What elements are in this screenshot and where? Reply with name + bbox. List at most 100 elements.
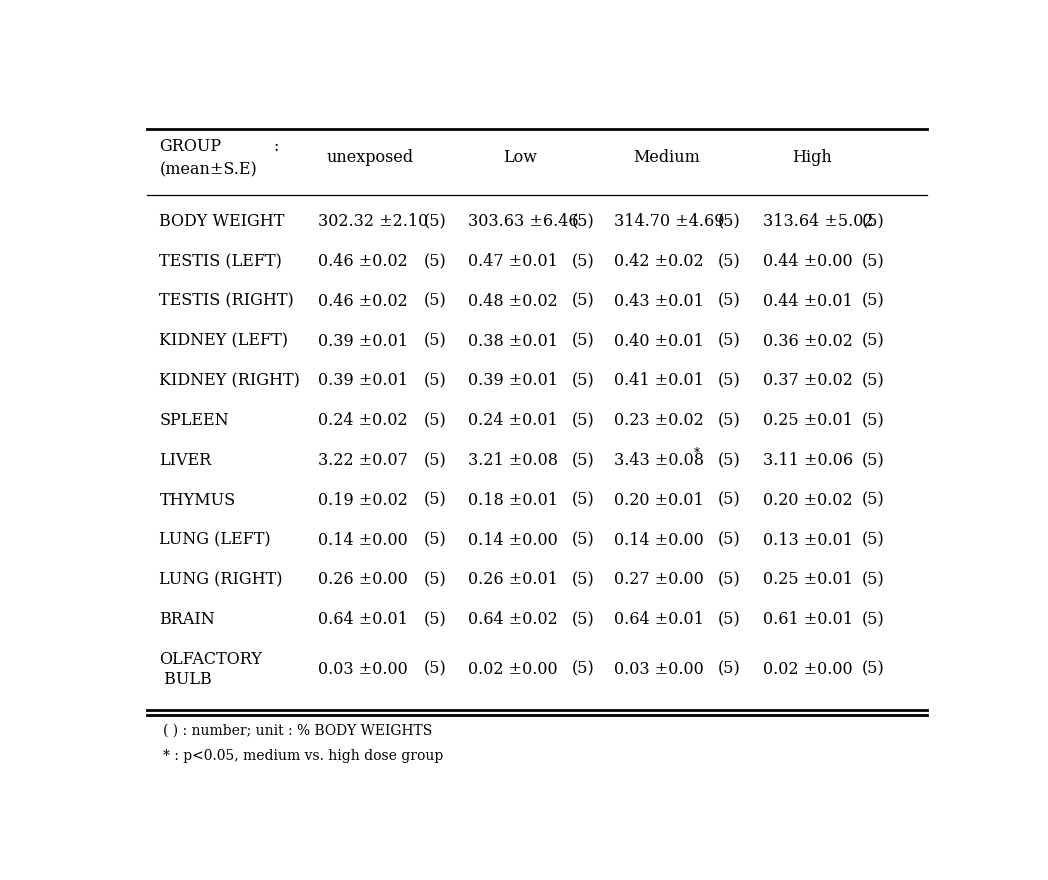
Text: (5): (5)	[718, 612, 741, 628]
Text: (5): (5)	[423, 213, 446, 231]
Text: (5): (5)	[861, 213, 885, 231]
Text: 303.63 ±6.46: 303.63 ±6.46	[468, 213, 578, 231]
Text: 0.23 ±0.02: 0.23 ±0.02	[614, 412, 704, 429]
Text: 0.47 ±0.01: 0.47 ±0.01	[468, 253, 558, 270]
Text: 0.48 ±0.02: 0.48 ±0.02	[468, 293, 558, 310]
Text: (5): (5)	[718, 293, 741, 310]
Text: (5): (5)	[423, 532, 446, 548]
Text: 0.44 ±0.01: 0.44 ±0.01	[763, 293, 853, 310]
Text: 0.26 ±0.00: 0.26 ±0.00	[318, 571, 408, 589]
Text: BULB: BULB	[159, 671, 212, 687]
Text: 0.14 ±0.00: 0.14 ±0.00	[614, 532, 704, 548]
Text: unexposed: unexposed	[327, 150, 414, 166]
Text: (5): (5)	[572, 532, 595, 548]
Text: (5): (5)	[718, 571, 741, 589]
Text: LIVER: LIVER	[159, 452, 212, 469]
Text: (5): (5)	[718, 452, 741, 469]
Text: (5): (5)	[718, 213, 741, 231]
Text: (5): (5)	[423, 333, 446, 349]
Text: 0.37 ±0.02: 0.37 ±0.02	[763, 372, 853, 390]
Text: (5): (5)	[718, 253, 741, 270]
Text: (5): (5)	[572, 372, 595, 390]
Text: 0.61 ±0.01: 0.61 ±0.01	[763, 612, 853, 628]
Text: TESTIS (RIGHT): TESTIS (RIGHT)	[159, 293, 294, 310]
Text: LUNG (RIGHT): LUNG (RIGHT)	[159, 571, 283, 589]
Text: 0.39 ±0.01: 0.39 ±0.01	[318, 372, 408, 390]
Text: 0.38 ±0.01: 0.38 ±0.01	[468, 333, 559, 349]
Text: Medium: Medium	[633, 150, 700, 166]
Text: 0.02 ±0.00: 0.02 ±0.00	[763, 661, 852, 678]
Text: (5): (5)	[572, 661, 595, 678]
Text: ( ) : number; unit : % BODY WEIGHTS: ( ) : number; unit : % BODY WEIGHTS	[163, 723, 433, 737]
Text: (5): (5)	[423, 293, 446, 310]
Text: 0.46 ±0.02: 0.46 ±0.02	[318, 293, 408, 310]
Text: 0.64 ±0.01: 0.64 ±0.01	[318, 612, 408, 628]
Text: 0.25 ±0.01: 0.25 ±0.01	[763, 412, 853, 429]
Text: 0.27 ±0.00: 0.27 ±0.00	[614, 571, 704, 589]
Text: 3.11 ±0.06: 3.11 ±0.06	[763, 452, 853, 469]
Text: 302.32 ±2.10: 302.32 ±2.10	[318, 213, 428, 231]
Text: (5): (5)	[861, 571, 885, 589]
Text: (5): (5)	[718, 333, 741, 349]
Text: 0.40 ±0.01: 0.40 ±0.01	[614, 333, 704, 349]
Text: :: :	[274, 138, 279, 155]
Text: 0.41 ±0.01: 0.41 ±0.01	[614, 372, 704, 390]
Text: 0.14 ±0.00: 0.14 ±0.00	[468, 532, 558, 548]
Text: Low: Low	[503, 150, 537, 166]
Text: (5): (5)	[861, 492, 885, 509]
Text: 0.39 ±0.01: 0.39 ±0.01	[318, 333, 408, 349]
Text: 0.64 ±0.02: 0.64 ±0.02	[468, 612, 558, 628]
Text: 0.03 ±0.00: 0.03 ±0.00	[318, 661, 408, 678]
Text: (5): (5)	[572, 571, 595, 589]
Text: (5): (5)	[423, 571, 446, 589]
Text: (5): (5)	[861, 412, 885, 429]
Text: (5): (5)	[718, 372, 741, 390]
Text: 3.22 ±0.07: 3.22 ±0.07	[318, 452, 408, 469]
Text: GROUP: GROUP	[159, 138, 221, 155]
Text: 0.36 ±0.02: 0.36 ±0.02	[763, 333, 853, 349]
Text: High: High	[792, 150, 832, 166]
Text: (5): (5)	[423, 452, 446, 469]
Text: 0.18 ±0.01: 0.18 ±0.01	[468, 492, 559, 509]
Text: KIDNEY (RIGHT): KIDNEY (RIGHT)	[159, 372, 301, 390]
Text: 0.13 ±0.01: 0.13 ±0.01	[763, 532, 853, 548]
Text: 3.21 ±0.08: 3.21 ±0.08	[468, 452, 559, 469]
Text: 0.44 ±0.00: 0.44 ±0.00	[763, 253, 852, 270]
Text: (5): (5)	[572, 452, 595, 469]
Text: 313.64 ±5.02: 313.64 ±5.02	[763, 213, 873, 231]
Text: THYMUS: THYMUS	[159, 492, 236, 509]
Text: (5): (5)	[572, 293, 595, 310]
Text: 0.64 ±0.01: 0.64 ±0.01	[614, 612, 704, 628]
Text: TESTIS (LEFT): TESTIS (LEFT)	[159, 253, 282, 270]
Text: 314.70 ±4.69: 314.70 ±4.69	[614, 213, 725, 231]
Text: SPLEEN: SPLEEN	[159, 412, 230, 429]
Text: 0.14 ±0.00: 0.14 ±0.00	[318, 532, 408, 548]
Text: (5): (5)	[423, 412, 446, 429]
Text: (5): (5)	[572, 612, 595, 628]
Text: (5): (5)	[718, 412, 741, 429]
Text: 0.03 ±0.00: 0.03 ±0.00	[614, 661, 704, 678]
Text: 0.02 ±0.00: 0.02 ±0.00	[468, 661, 558, 678]
Text: (5): (5)	[861, 293, 885, 310]
Text: (5): (5)	[423, 612, 446, 628]
Text: BODY WEIGHT: BODY WEIGHT	[159, 213, 285, 231]
Text: (mean±S.E): (mean±S.E)	[159, 161, 257, 179]
Text: 0.24 ±0.01: 0.24 ±0.01	[468, 412, 558, 429]
Text: 0.20 ±0.02: 0.20 ±0.02	[763, 492, 852, 509]
Text: 0.46 ±0.02: 0.46 ±0.02	[318, 253, 408, 270]
Text: 0.24 ±0.02: 0.24 ±0.02	[318, 412, 408, 429]
Text: BRAIN: BRAIN	[159, 612, 215, 628]
Text: (5): (5)	[861, 612, 885, 628]
Text: (5): (5)	[861, 253, 885, 270]
Text: (5): (5)	[861, 333, 885, 349]
Text: 0.26 ±0.01: 0.26 ±0.01	[468, 571, 558, 589]
Text: (5): (5)	[861, 372, 885, 390]
Text: (5): (5)	[572, 412, 595, 429]
Text: (5): (5)	[572, 213, 595, 231]
Text: LUNG (LEFT): LUNG (LEFT)	[159, 532, 271, 548]
Text: (5): (5)	[423, 372, 446, 390]
Text: (5): (5)	[718, 661, 741, 678]
Text: (5): (5)	[718, 492, 741, 509]
Text: (5): (5)	[718, 532, 741, 548]
Text: (5): (5)	[861, 532, 885, 548]
